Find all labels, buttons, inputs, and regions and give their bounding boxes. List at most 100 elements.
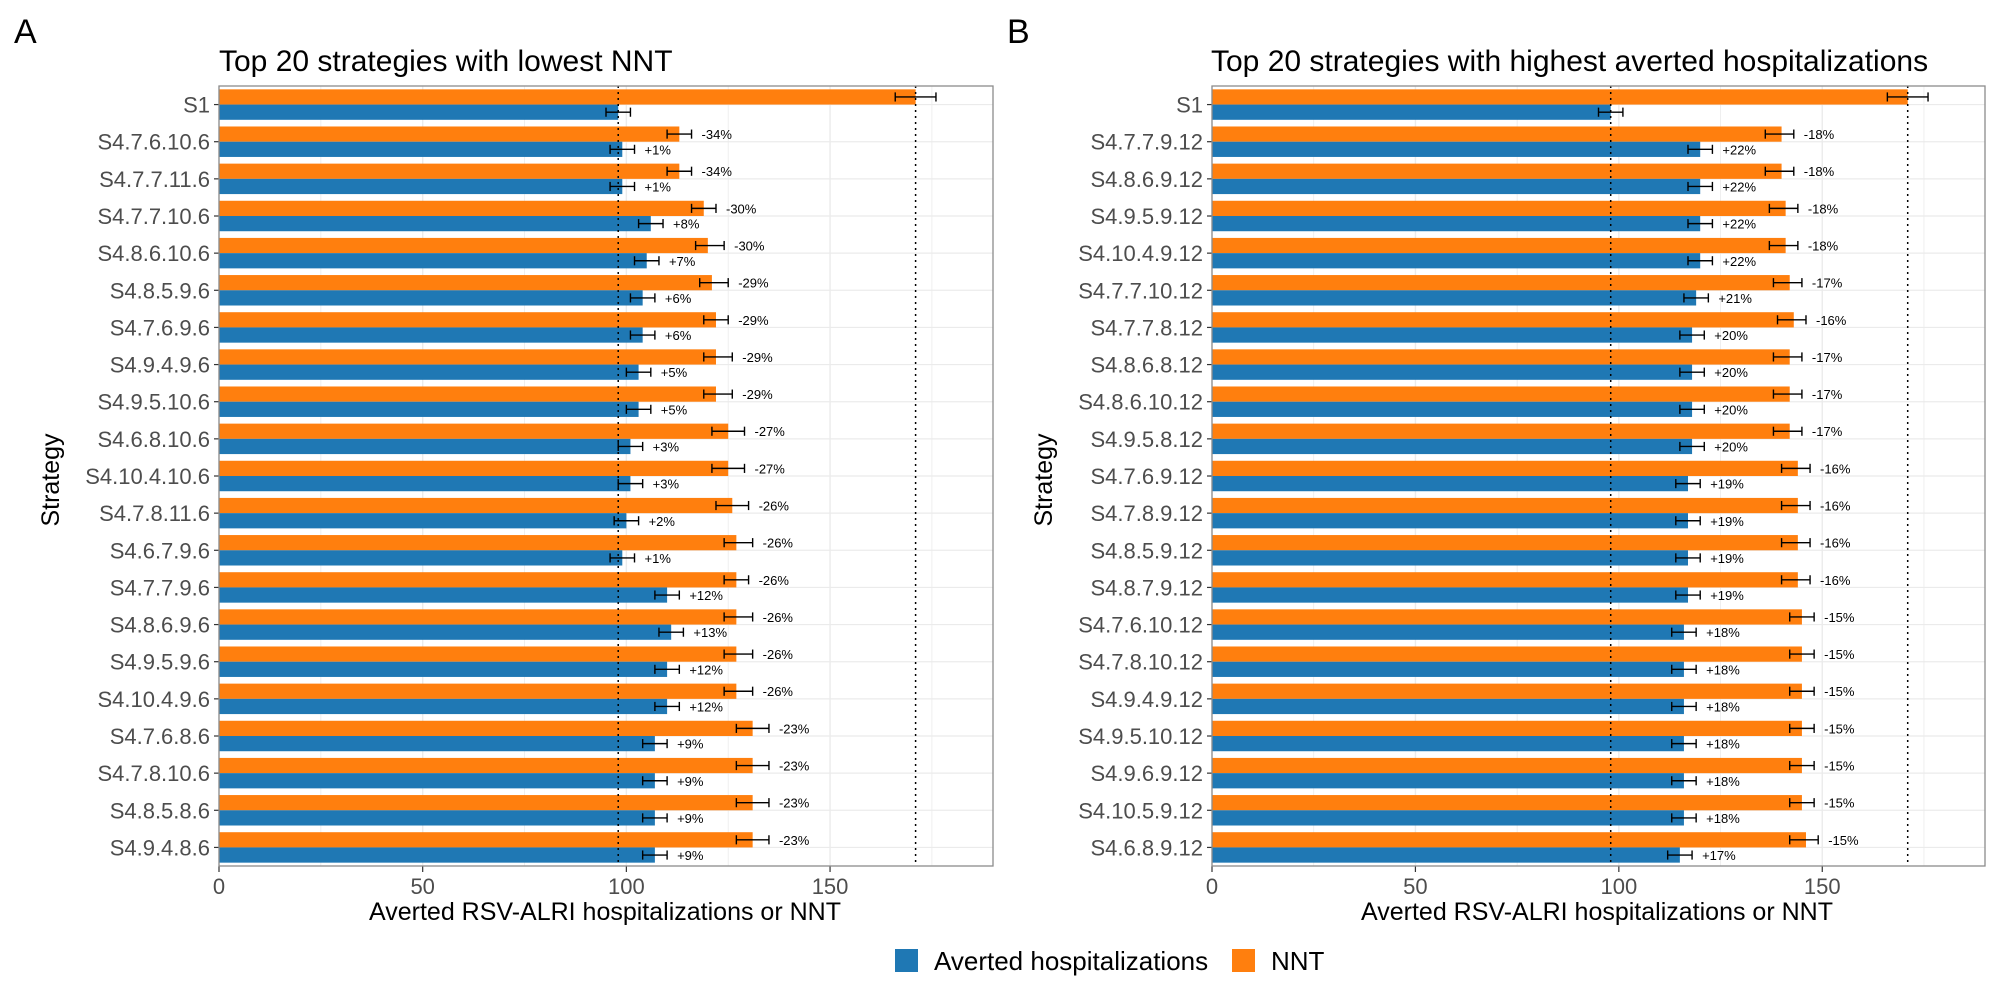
data-label-averted: +5% [661,365,688,380]
data-label-averted: +19% [1710,551,1744,566]
error-bar-nnt [698,278,729,288]
error-bar-nnt [1789,723,1815,733]
bar-averted [219,216,651,232]
data-label-nnt: -34% [702,164,733,179]
y-tick-label: S4.8.5.9.12 [1090,538,1203,563]
bar-nnt [219,460,729,476]
data-label-averted: +9% [677,774,704,789]
bar-nnt [1212,832,1806,848]
data-label-averted: +20% [1714,328,1748,343]
panel-b-x-ticks: 0 50 100 150 [1206,866,1841,899]
y-tick-label: S1 [183,93,210,118]
legend: Averted hospitalizations NNT [895,946,1325,976]
data-label-averted: +18% [1706,662,1740,677]
y-tick-label: S4.8.5.9.6 [110,278,210,303]
error-bar-nnt [723,575,750,585]
data-label-nnt: -15% [1824,647,1855,662]
error-bar-nnt [1780,575,1811,585]
error-bar-averted [1671,701,1697,712]
error-bar-averted [617,479,644,489]
y-tick-label: S4.7.7.10.6 [97,204,210,229]
bar-nnt [219,683,737,699]
legend-label-nnt: NNT [1271,946,1325,976]
y-tick-label: S4.8.6.10.12 [1078,390,1203,415]
data-label-averted: +1% [645,551,672,566]
bar-averted [1212,847,1680,863]
error-bar-nnt [1772,352,1803,362]
bar-nnt [1212,535,1798,551]
bar-averted [219,364,639,380]
bar-averted [219,550,623,566]
error-bar-nnt [690,203,717,213]
y-tick-label: S4.7.6.9.12 [1090,464,1203,489]
error-bar-averted [613,516,640,526]
bar-nnt [219,497,733,514]
data-label-averted: +22% [1722,254,1756,269]
data-label-averted: +19% [1710,514,1744,529]
bar-averted [1212,513,1689,529]
error-bar-nnt [1789,798,1815,808]
bar-nnt [219,535,737,551]
data-label-averted: +18% [1706,811,1740,826]
error-bar-nnt [703,315,729,325]
error-bar-nnt [1780,500,1811,511]
data-label-averted: +12% [689,588,723,603]
error-bar-nnt [1772,278,1803,288]
y-tick-label: S4.10.5.9.12 [1078,798,1203,823]
data-label-nnt: -26% [763,684,794,699]
bar-averted [1212,401,1693,417]
error-bar-averted [1687,144,1714,154]
bar-averted [1212,661,1684,677]
y-tick-label: S4.9.4.9.6 [110,353,210,378]
bar-nnt [219,609,737,625]
bar-nnt [219,646,737,662]
data-label-averted: +9% [677,848,704,863]
error-bar-averted [1687,219,1714,229]
data-label-averted: +3% [653,477,680,492]
error-bar-averted [641,739,668,749]
y-tick-label: S4.7.7.8.12 [1090,315,1203,340]
error-bar-averted [1675,479,1701,489]
data-label-nnt: -23% [779,759,810,774]
bar-nnt [1212,757,1802,774]
bar-averted [219,290,643,306]
bar-averted [1212,141,1701,157]
data-label-nnt: -23% [779,796,810,811]
data-label-nnt: -17% [1812,350,1843,365]
panel-a-error-bars [605,92,937,860]
panel-a-bars [219,89,916,863]
panel-b-y-axis-label: Strategy [1030,433,1058,527]
bar-nnt [219,757,753,774]
error-bar-averted [629,330,656,340]
data-label-nnt: -29% [738,313,769,328]
bar-nnt [219,275,712,291]
panel-b-data-labels: -18% -18% -18% -18% -17% -16% -17% -17% -17% -16%… [1702,127,1859,863]
panel-b: B Top 20 strategies with highest averted… [1007,13,1986,926]
bar-averted [1212,550,1689,566]
bar-nnt [1212,609,1802,625]
bar-averted [219,476,631,492]
bar-nnt [219,572,737,588]
bar-nnt [1212,89,1908,105]
error-bar-nnt [1780,538,1811,548]
panel-a-title: Top 20 strategies with lowest NNT [219,45,673,78]
error-bar-nnt [1764,166,1795,176]
y-tick-label: S4.6.7.9.6 [110,538,210,563]
data-label-averted: +12% [689,699,723,714]
error-bar-averted [1671,627,1697,637]
bar-averted [1212,587,1689,603]
error-bar-averted [1597,107,1624,117]
error-bar-averted [1671,739,1697,749]
data-label-averted: +12% [689,662,723,677]
data-label-nnt: -15% [1824,610,1855,625]
error-bar-averted [1683,293,1710,303]
error-bar-nnt [1789,649,1815,659]
bar-nnt [219,349,716,365]
data-label-averted: +7% [669,254,696,269]
x-tick-label: 50 [1403,874,1427,899]
legend-swatch-averted [895,949,918,972]
panel-a-reference-lines [617,86,917,866]
error-bar-nnt [735,723,770,733]
bar-averted [219,773,655,789]
y-tick-label: S4.7.8.10.12 [1078,650,1203,675]
